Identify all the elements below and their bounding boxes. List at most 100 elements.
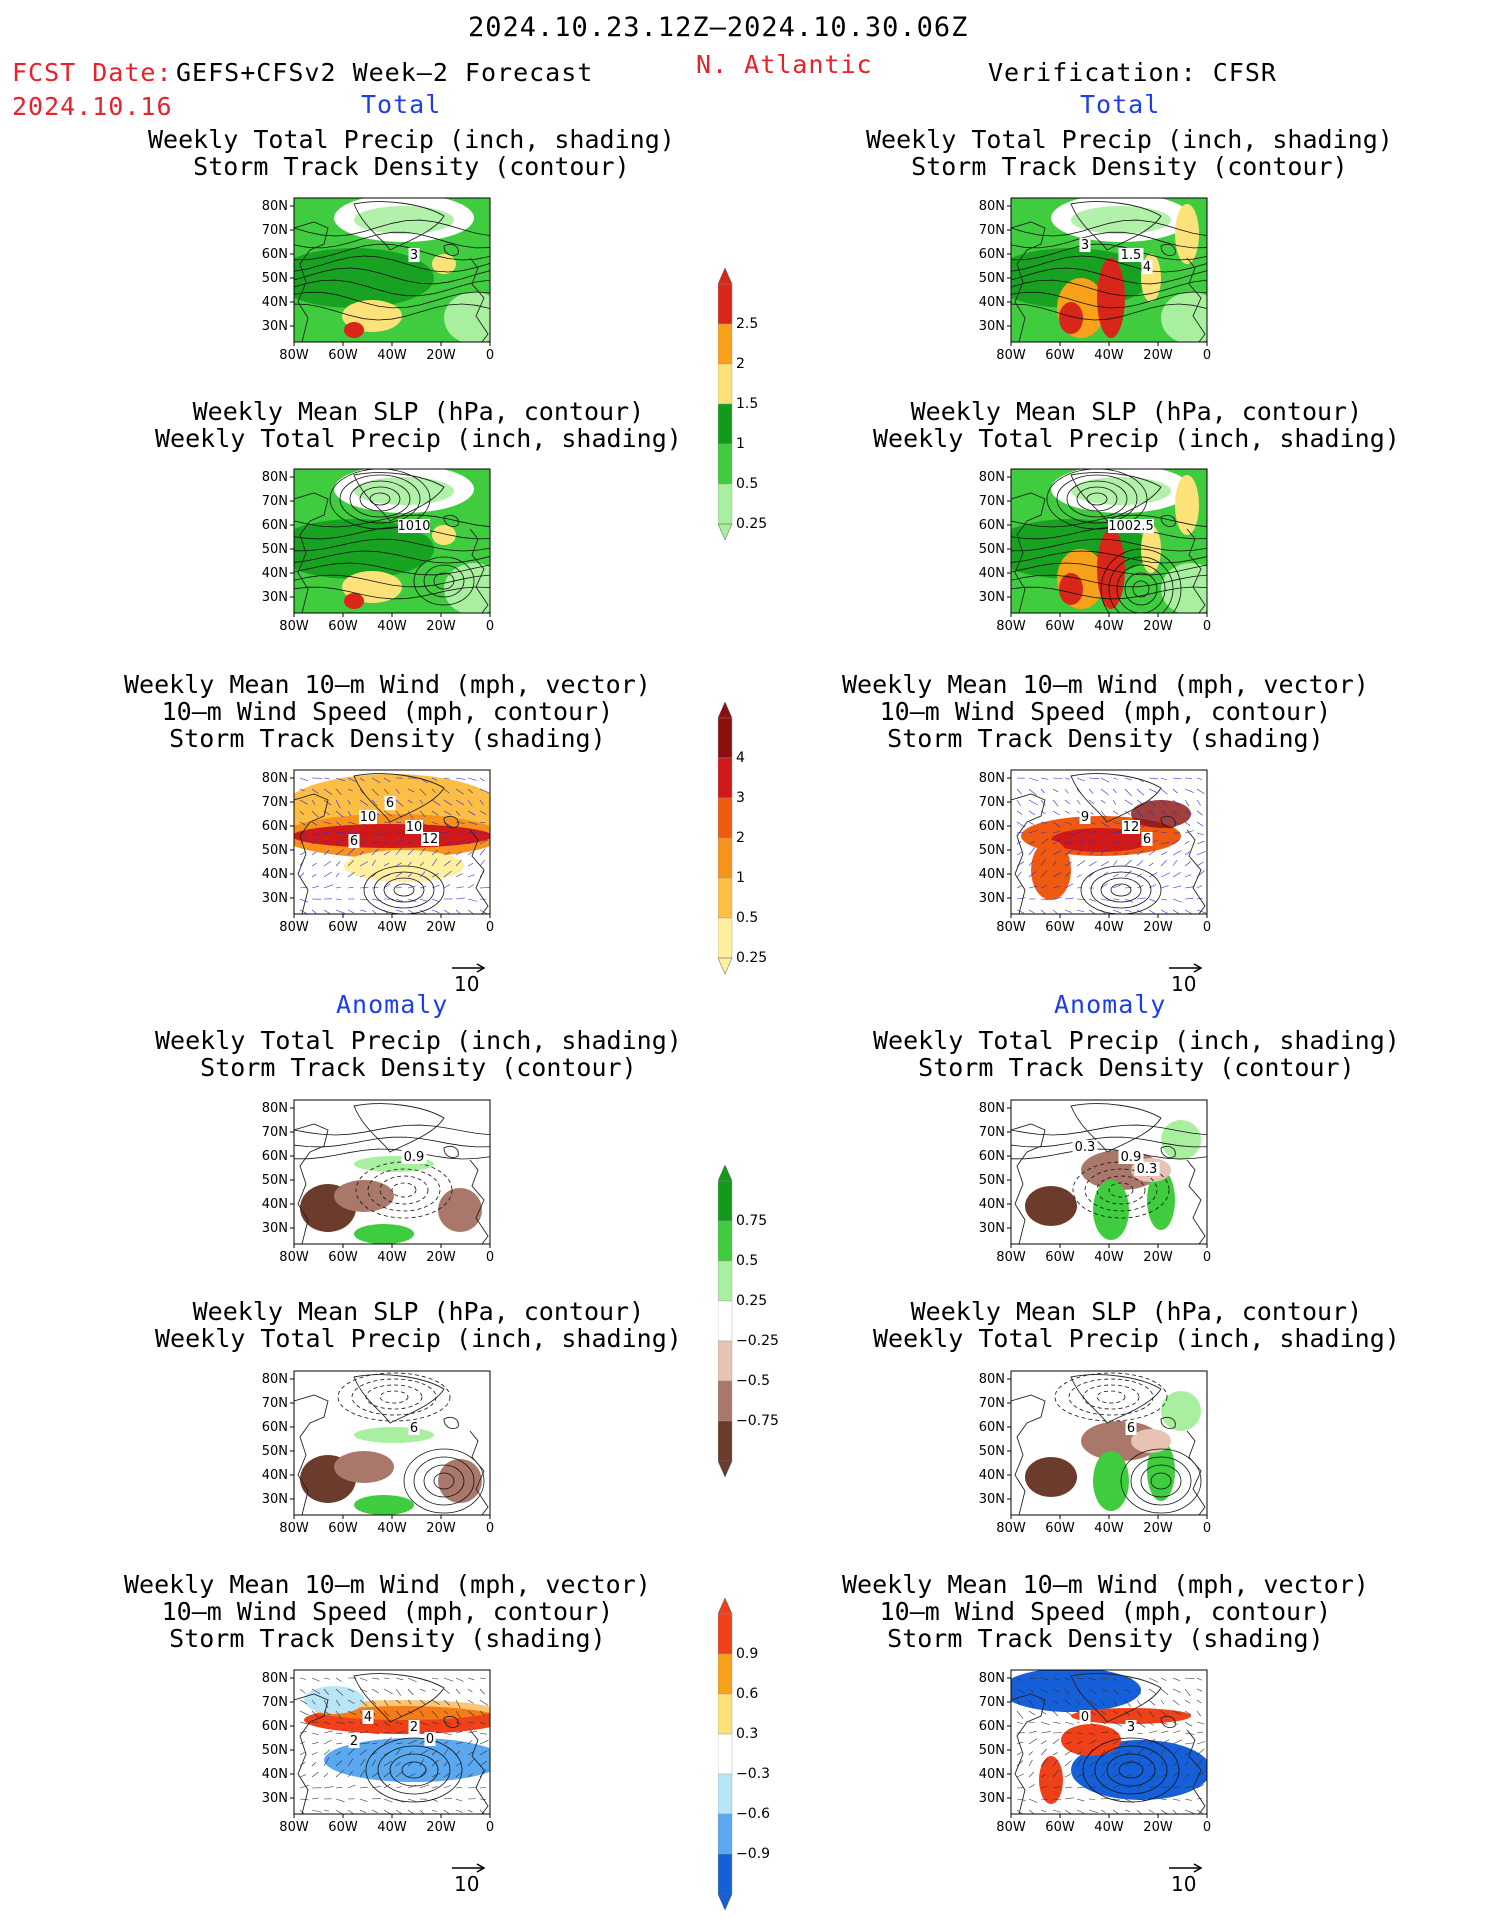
colorbar-swatch [717, 403, 733, 445]
wind-vector [431, 1809, 437, 1812]
wind-vector [1016, 1741, 1024, 1745]
contour-label-box [1118, 1150, 1144, 1164]
lat-tick-label: 30N [262, 1492, 288, 1507]
wind-vector [359, 777, 365, 782]
contour-label: 1.5 [1121, 248, 1142, 263]
wind-vector [479, 821, 486, 824]
wind-vector [371, 1732, 379, 1734]
wind-vector [1184, 1809, 1194, 1814]
wind-vector [419, 1721, 429, 1726]
wind-vector [1028, 799, 1038, 806]
wind-vector [335, 1760, 343, 1767]
wind-vector [359, 1786, 368, 1789]
lat-tick-label: 70N [262, 1695, 288, 1710]
colorbar-arrow-bottom [717, 523, 733, 541]
wind-vector [467, 777, 477, 781]
wind-vector [1148, 777, 1159, 780]
contour-line [294, 303, 490, 321]
lat-tick-label: 70N [262, 223, 288, 238]
wind-vector [1052, 830, 1061, 834]
lon-tick-label: 60W [328, 348, 358, 363]
wind-vector [1160, 851, 1168, 856]
colorbar-svg: 0.9 0.6 0.3 −0.3 −0.6 −0.9 [717, 1597, 770, 1911]
wind-vector [1088, 788, 1094, 794]
lat-tick-label: 50N [262, 542, 288, 557]
wind-vector [1184, 1721, 1193, 1727]
colorbar-swatch [717, 837, 733, 879]
wind-vector [1100, 1721, 1106, 1725]
wind-vector [479, 1677, 486, 1679]
coastline-iceland [1160, 815, 1176, 829]
wind-vector [1184, 1798, 1192, 1801]
wind-vector [443, 1732, 453, 1736]
wind-vector [1160, 859, 1167, 867]
wind-vector [1160, 1730, 1169, 1734]
contour-line [1094, 1745, 1168, 1795]
lat-tick-label: 60N [262, 819, 288, 834]
lon-tick-label: 80W [279, 920, 309, 935]
wind-vector [1100, 1809, 1106, 1813]
wind-vector [1112, 1751, 1121, 1756]
wind-vector [407, 1809, 415, 1814]
wind-vector [1112, 831, 1121, 834]
lat-tick-label: 40N [262, 295, 288, 310]
lat-tick-label: 70N [979, 1396, 1005, 1411]
shade-region [1175, 475, 1199, 535]
wind-vector [335, 839, 343, 845]
contour-line [433, 572, 455, 590]
shade-region [1161, 1120, 1201, 1160]
wind-vector [1088, 840, 1094, 845]
map-frame: 80N 70N 60N 50N 40N 30N 80W 60W 40W 20W 0 [262, 1099, 494, 1265]
wind-vector [299, 821, 306, 826]
lon-tick-label: 60W [1045, 1250, 1075, 1265]
wind-vector [431, 858, 438, 867]
wind-vector [371, 1809, 378, 1813]
wind-vector [1136, 1740, 1145, 1745]
contour-label: 4 [1143, 260, 1151, 275]
wind-vector [1184, 788, 1194, 793]
wind-vector [323, 884, 333, 889]
wind-vector [1100, 832, 1110, 834]
wind-vector [1160, 810, 1167, 815]
lon-tick-label: 0 [1203, 619, 1211, 634]
wind-vector [1064, 1797, 1074, 1800]
contour-label: 3 [1127, 1720, 1135, 1735]
wind-vector [311, 1752, 318, 1756]
wind-vector [1076, 1751, 1082, 1756]
contour-label-box [405, 820, 423, 834]
wind-vector [1172, 1748, 1180, 1756]
period-title: 2024.10.23.12Z—2024.10.30.06Z [468, 12, 969, 43]
map-ob-anom-precip-track: 0.9 0.3 0.3 80N 70N 60N 50N 40N 30N 80W 60W 40W 20W 0 [967, 1098, 1213, 1270]
wind-vector [1160, 1786, 1170, 1789]
wind-vector [1124, 1677, 1132, 1679]
wind-vector [383, 1737, 392, 1745]
wind-vector [1124, 799, 1133, 806]
wind-vector [419, 898, 427, 902]
wind-vector [311, 909, 317, 914]
wind-vector [1040, 777, 1049, 780]
wind-vector [299, 1762, 306, 1767]
title-ob-total-wind: Weekly Mean 10—m Wind (mph, vector) 10—m… [842, 670, 1369, 753]
wind-vector [467, 821, 478, 825]
lat-tick-label: 40N [262, 1197, 288, 1212]
shade-region [1097, 258, 1125, 338]
wind-vector [1100, 842, 1110, 845]
lon-tick-label: 0 [486, 1250, 494, 1265]
wind-vector [395, 847, 403, 856]
lat-tick-label: 70N [979, 1695, 1005, 1710]
lat-tick-label: 70N [262, 1396, 288, 1411]
wind-vector [1016, 871, 1022, 878]
wind-vector [1172, 839, 1180, 845]
contour-label-box [1072, 1140, 1098, 1154]
contour-line [1084, 1168, 1158, 1212]
verification-label: Verification: CFSR [988, 58, 1277, 87]
wind-vector [431, 849, 439, 856]
wind-vector [443, 851, 451, 856]
wind-vector [323, 1721, 331, 1725]
wind-vector [371, 848, 379, 856]
wind-vector [383, 777, 391, 783]
colorbar-swatch [717, 1300, 733, 1342]
wind-vector [1184, 1751, 1192, 1756]
wind-vector [1172, 909, 1179, 914]
coastline-greenland [353, 1103, 445, 1153]
